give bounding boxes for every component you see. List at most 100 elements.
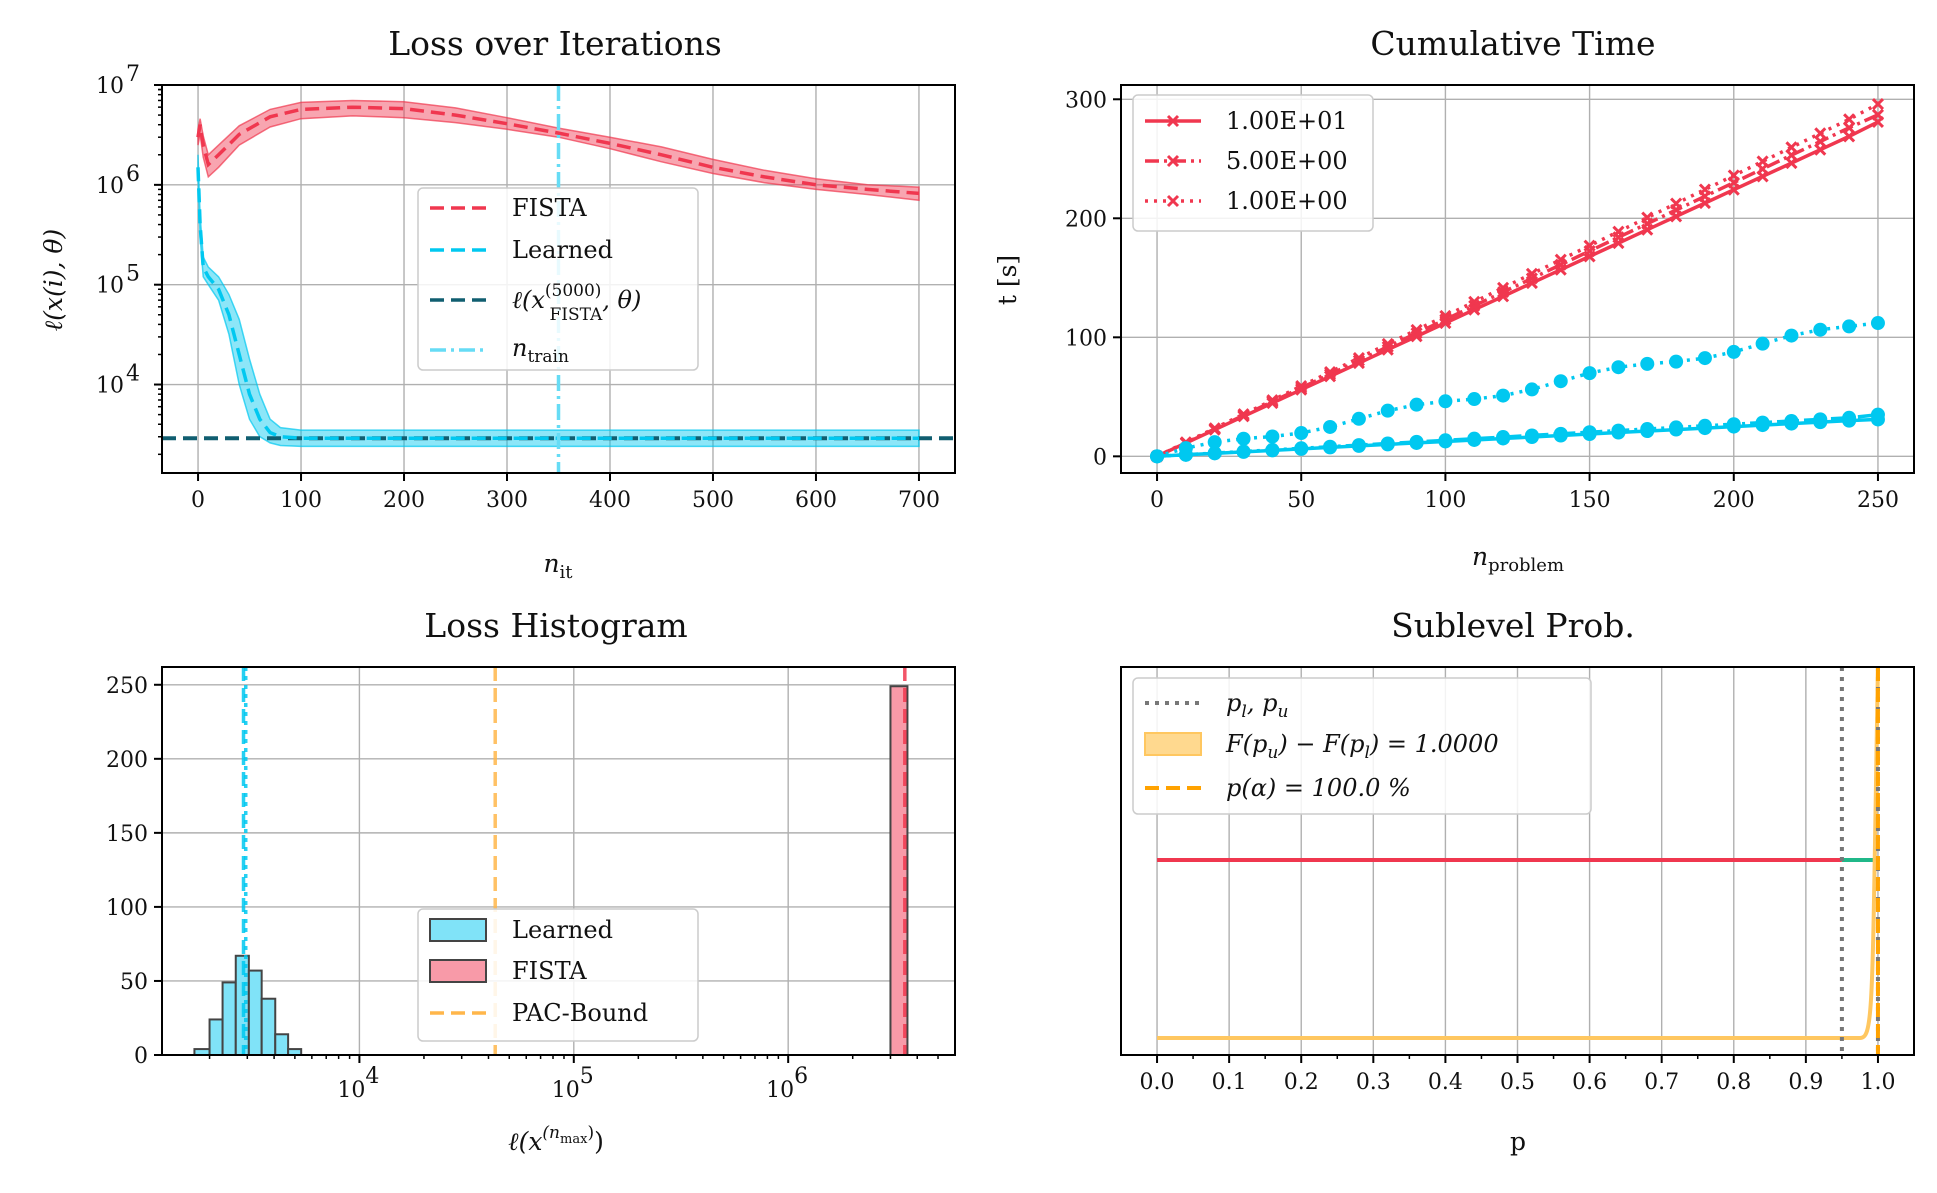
marker-learned-3 bbox=[1323, 419, 1338, 434]
legend-label-cdf: F(pu) − F(pl) = 1.0000 bbox=[1225, 730, 1499, 763]
x-tick-label: 0.6 bbox=[1572, 1070, 1607, 1095]
y-tick-label: 10 bbox=[96, 174, 124, 199]
y-tick-label: 100 bbox=[1065, 326, 1107, 351]
marker-learned-3 bbox=[1755, 336, 1770, 351]
panel-loss-over-iterations: Loss over Iterations 0 100 200 300 400 500 600… bbox=[39, 24, 956, 583]
marker-learned-3 bbox=[1669, 354, 1684, 369]
legend-swatch-cdf bbox=[1144, 732, 1202, 756]
marker-learned-3 bbox=[1178, 441, 1193, 456]
marker-5.00E+00 bbox=[1323, 368, 1337, 381]
marker-1.00E+00 bbox=[1497, 281, 1510, 294]
loss-iterations-ylabel: ℓ(x(i), θ) bbox=[39, 229, 68, 331]
marker-1.00E+00 bbox=[1468, 295, 1481, 308]
legend-label-alpha: p(α) = 100.0 % bbox=[1226, 774, 1411, 802]
y-tick-exponent: 5 bbox=[126, 262, 140, 287]
x-tick-label: 0.0 bbox=[1140, 1070, 1175, 1095]
marker-learned-3 bbox=[1870, 316, 1885, 331]
marker-learned-2 bbox=[1323, 439, 1338, 454]
marker-1.00E+00 bbox=[1208, 422, 1221, 435]
marker-learned-3 bbox=[1553, 374, 1568, 389]
marker-5.00E+00 bbox=[1497, 286, 1510, 299]
x-tick-label: 0.1 bbox=[1212, 1070, 1247, 1095]
marker-learned-3 bbox=[1582, 366, 1597, 381]
panel-sublevel-prob: Sublevel Prob. 0.0 0.1 0.2 0.3 0.4 0.5 0.6 0.7 0… bbox=[1120, 606, 1915, 1156]
loss-histogram-title: Loss Histogram bbox=[424, 606, 687, 645]
marker-learned-3 bbox=[1236, 431, 1251, 446]
y-tick-label: 0 bbox=[1093, 445, 1107, 470]
panel-cumulative-time: Cumulative Time 0 50 100 150 200 250 0 100 200 30… bbox=[993, 24, 1915, 576]
y-tick-exponent: 6 bbox=[126, 162, 140, 187]
loss-histogram-frame bbox=[161, 666, 956, 1056]
x-tick-exponent: 5 bbox=[580, 1064, 594, 1089]
marker-learned-3 bbox=[1265, 429, 1280, 444]
legend-label-1e1: 1.00E+01 bbox=[1226, 107, 1348, 135]
cumulative-time-xlabel: nproblem bbox=[1472, 542, 1564, 576]
marker-1.00E+00 bbox=[1323, 366, 1337, 379]
marker-1.00E+00 bbox=[1670, 197, 1683, 210]
cumulative-time-frame bbox=[1120, 84, 1915, 474]
marker-learned-3 bbox=[1697, 351, 1712, 366]
loss-iterations-legend: FISTA Learned ℓ(x(5000) FISTA, θ) ntrain bbox=[417, 187, 699, 371]
y-tick-exponent: 4 bbox=[126, 362, 140, 387]
marker-1.00E+00 bbox=[1785, 141, 1798, 154]
x-tick-label: 700 bbox=[898, 488, 940, 513]
marker-learned-2 bbox=[1784, 413, 1799, 428]
marker-learned-3 bbox=[1726, 344, 1741, 359]
sublevel-prob-legend: pl, pu F(pu) − F(pl) = 1.0000 p(α) = 100… bbox=[1132, 677, 1592, 815]
sublevel-prob-ticks: 0.0 0.1 0.2 0.3 0.4 0.5 0.6 0.7 0.8 0.9 1.0 bbox=[1140, 1055, 1895, 1095]
x-tick-label: 0.4 bbox=[1428, 1070, 1463, 1095]
marker-learned-2 bbox=[1611, 423, 1626, 438]
loss-histogram-xlabel: ℓ(x(nmax)) bbox=[508, 1123, 604, 1156]
x-tick-label: 300 bbox=[486, 488, 528, 513]
marker-learned-3 bbox=[1438, 394, 1453, 409]
marker-learned-2 bbox=[1294, 441, 1309, 456]
x-tick-label: 100 bbox=[280, 488, 322, 513]
loss-iterations-bands bbox=[197, 99, 920, 448]
legend-label-learned-hist: Learned bbox=[512, 916, 613, 944]
y-tick-label: 10 bbox=[96, 274, 124, 299]
loss-iterations-lines bbox=[162, 85, 955, 473]
cumulative-time-legend: 1.00E+01 5.00E+00 1.00E+00 bbox=[1132, 94, 1374, 232]
y-tick-label: 0 bbox=[134, 1044, 148, 1069]
marker-learned-3 bbox=[1294, 426, 1309, 441]
marker-learned-3 bbox=[1524, 382, 1539, 397]
marker-learned-2 bbox=[1207, 446, 1222, 461]
marker-learned-2 bbox=[1726, 417, 1741, 432]
learned-line bbox=[196, 167, 919, 440]
marker-learned-3 bbox=[1207, 435, 1222, 450]
marker-1.00E+00 bbox=[1698, 183, 1712, 196]
legend-swatch-fista-hist bbox=[429, 959, 487, 983]
cumulative-time-lines bbox=[1150, 97, 1885, 464]
legend-label-1e0: 1.00E+00 bbox=[1226, 187, 1348, 215]
marker-learned-3 bbox=[1784, 328, 1799, 343]
marker-1.00E+00 bbox=[1641, 211, 1654, 224]
marker-learned-2 bbox=[1582, 425, 1597, 440]
marker-5.00E+00 bbox=[1410, 327, 1423, 340]
x-tick-label: 10 bbox=[552, 1078, 580, 1103]
learned-bar bbox=[274, 1033, 290, 1057]
x-tick-label: 0.5 bbox=[1500, 1070, 1535, 1095]
marker-learned-2 bbox=[1813, 412, 1828, 427]
loss-iterations-frame bbox=[161, 84, 956, 474]
legend-swatch-marker-1 bbox=[1166, 154, 1180, 168]
marker-learned-3 bbox=[1813, 322, 1828, 337]
series-line-5.00E+00 bbox=[1156, 113, 1879, 458]
marker-learned-3 bbox=[1640, 356, 1655, 371]
learned-bar bbox=[221, 981, 237, 1057]
marker-1.00E+00 bbox=[1727, 169, 1740, 182]
y-tick-label: 200 bbox=[106, 748, 148, 773]
y-tick-label: 150 bbox=[106, 822, 148, 847]
marker-learned-2 bbox=[1496, 430, 1511, 445]
legend-label-fista: FISTA bbox=[512, 194, 587, 222]
marker-learned-3 bbox=[1150, 449, 1165, 464]
series-line-1.00E+01 bbox=[1156, 120, 1879, 458]
cumulative-time-title: Cumulative Time bbox=[1370, 24, 1655, 63]
marker-learned-2 bbox=[1553, 426, 1568, 441]
marker-1.00E+00 bbox=[1237, 408, 1250, 421]
marker-1.00E+00 bbox=[1525, 267, 1538, 280]
marker-learned-3 bbox=[1409, 397, 1424, 412]
marker-learned-2 bbox=[1697, 418, 1712, 433]
marker-1.00E+00 bbox=[1295, 380, 1308, 393]
y-tick-label: 250 bbox=[106, 674, 148, 699]
